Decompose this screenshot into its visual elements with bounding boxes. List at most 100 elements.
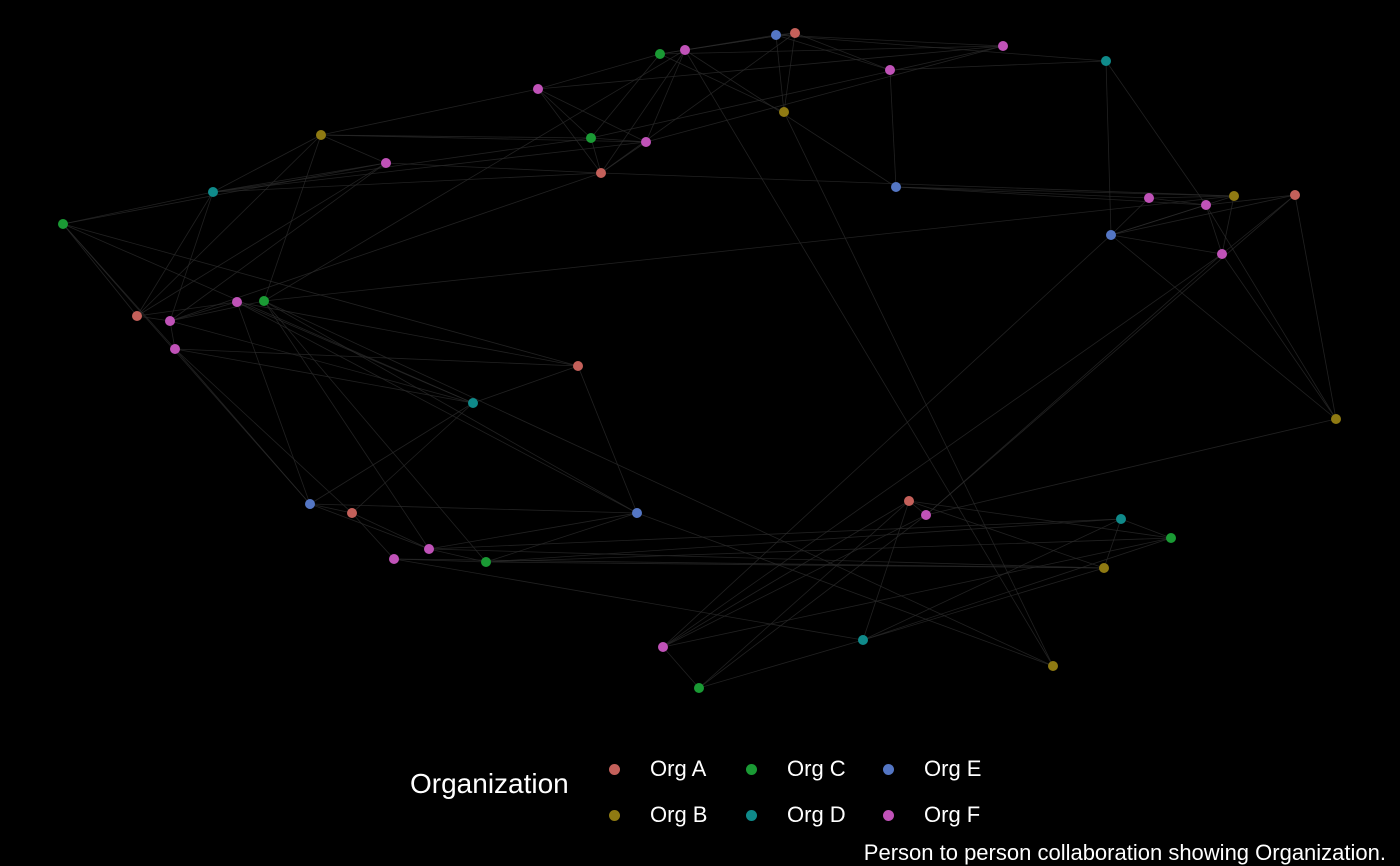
network-node (170, 344, 180, 354)
network-node (1290, 190, 1300, 200)
legend-item-org-f: Org F (880, 792, 1017, 838)
network-edge (136, 301, 238, 317)
network-edge (136, 315, 171, 322)
network-node (424, 544, 434, 554)
network-node (904, 496, 914, 506)
network-edge (537, 45, 1004, 90)
network-edge (590, 45, 1004, 139)
network-edge (320, 88, 539, 136)
network-edge (590, 137, 647, 143)
network-node (316, 130, 326, 140)
network-edge (62, 162, 387, 225)
network-edge (775, 34, 1004, 47)
network-edge (169, 191, 214, 322)
network-node (1201, 200, 1211, 210)
network-edge (659, 45, 1004, 55)
network-node (1331, 414, 1341, 424)
network-edge (136, 134, 322, 317)
network-edge (263, 300, 430, 550)
network-edge (393, 558, 864, 641)
legend-dot-icon (883, 763, 894, 775)
network-edge (1105, 60, 1207, 206)
network-edge (136, 191, 214, 317)
network-edge (1205, 204, 1223, 255)
network-edge (174, 348, 353, 514)
edge-layer (62, 32, 1337, 689)
network-edge (1294, 194, 1337, 420)
network-node (232, 297, 242, 307)
network-node (641, 137, 651, 147)
network-edge (775, 34, 891, 71)
network-edge (895, 186, 1235, 197)
network-edge (1205, 194, 1296, 206)
network-edge (1110, 234, 1337, 420)
network-edge (1221, 253, 1337, 420)
network-node (481, 557, 491, 567)
network-edge (320, 134, 387, 164)
network-edge (428, 512, 638, 550)
network-edge (1221, 194, 1296, 255)
network-edge (236, 301, 311, 505)
network-edge (136, 162, 387, 317)
network-edge (662, 514, 927, 648)
network-edge (212, 137, 592, 193)
network-edge (895, 186, 1150, 199)
network-edge (428, 548, 1105, 569)
network-edge (1110, 234, 1223, 255)
network-edge (908, 500, 1172, 539)
network-edge (1205, 204, 1337, 420)
network-node (58, 219, 68, 229)
caption: Person to person collaboration showing O… (863, 840, 1386, 865)
network-edge (263, 134, 322, 302)
network-edge (351, 512, 430, 550)
network-edge (263, 49, 686, 302)
network-edge (309, 503, 430, 550)
network-edge (62, 191, 214, 225)
network-edge (174, 348, 311, 505)
network-edge (590, 137, 602, 174)
network-node (1099, 563, 1109, 573)
network-edge (62, 223, 138, 317)
network-node (1106, 230, 1116, 240)
network-edge (263, 300, 1054, 667)
network-edge (1110, 195, 1235, 236)
network-node (779, 107, 789, 117)
network-edge (169, 172, 602, 322)
network-node (468, 398, 478, 408)
network-edge (320, 134, 592, 139)
network-edge (775, 34, 1107, 62)
network-node (632, 508, 642, 518)
legend-label: Org D (787, 802, 846, 827)
network-edge (662, 537, 1172, 648)
network-edge (794, 32, 891, 71)
network-edge (309, 402, 474, 505)
network-node (1144, 193, 1154, 203)
network-edge (925, 418, 1337, 516)
network-edge (862, 537, 1172, 641)
network-edge (698, 514, 927, 689)
network-node (998, 41, 1008, 51)
network-edge (645, 45, 1004, 143)
network-node (596, 168, 606, 178)
network-node (921, 510, 931, 520)
network-edge (537, 88, 592, 139)
network-edge (684, 49, 897, 188)
network-edge (783, 32, 796, 113)
network-edge (212, 162, 387, 193)
network-node (305, 499, 315, 509)
network-node (208, 187, 218, 197)
network-edge (537, 53, 661, 90)
network-edge (212, 172, 602, 193)
legend-dot-icon (883, 809, 894, 821)
network-edge (1110, 194, 1296, 236)
legend-item-org-d: Org D (743, 792, 880, 838)
network-edge (62, 223, 474, 404)
network-node (658, 642, 668, 652)
legend-label: Org E (924, 756, 982, 781)
network-edge (662, 500, 910, 648)
network-edge (428, 518, 1122, 550)
network-edge (590, 53, 661, 139)
legend-items: Org A Org C Org E Org B Org D Org F (606, 746, 1017, 838)
network-edge (600, 32, 796, 174)
network-edge (775, 34, 785, 113)
